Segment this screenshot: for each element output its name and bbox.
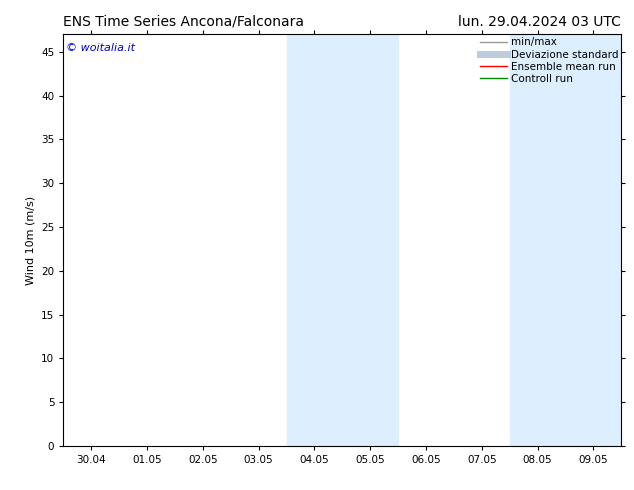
Bar <box>287 34 398 446</box>
Text: lun. 29.04.2024 03 UTC: lun. 29.04.2024 03 UTC <box>458 15 621 29</box>
Legend: min/max, Deviazione standard, Ensemble mean run, Controll run: min/max, Deviazione standard, Ensemble m… <box>481 37 618 84</box>
Text: ENS Time Series Ancona/Falconara: ENS Time Series Ancona/Falconara <box>63 15 304 29</box>
Y-axis label: Wind 10m (m/s): Wind 10m (m/s) <box>25 196 36 285</box>
Text: © woitalia.it: © woitalia.it <box>66 43 135 52</box>
Bar <box>510 34 621 446</box>
